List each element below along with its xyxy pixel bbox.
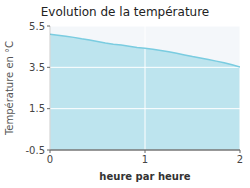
- x-tick: [50, 150, 51, 153]
- grid-line-x: [145, 26, 146, 150]
- plot-background: [50, 26, 240, 150]
- chart: -0.5 1.5 3.5 5.5 0 1 2 heure par heure Températu…: [0, 0, 250, 188]
- y-tick-label: 3.5: [29, 62, 45, 73]
- y-tick: [47, 108, 50, 109]
- y-tick-label: 1.5: [29, 103, 45, 114]
- x-tick-label: 2: [237, 154, 243, 165]
- y-axis-label: Température en °C: [4, 41, 15, 136]
- x-tick: [145, 150, 146, 153]
- y-tick: [47, 26, 50, 27]
- x-axis-label: heure par heure: [99, 171, 190, 182]
- area-line: [50, 34, 240, 67]
- y-tick: [47, 67, 50, 68]
- grid-line-x: [50, 26, 51, 150]
- y-tick-label: -0.5: [25, 145, 45, 156]
- grid-line-y: [50, 150, 240, 151]
- x-tick: [240, 150, 241, 153]
- x-tick-label: 0: [47, 154, 53, 165]
- grid-line-x: [240, 26, 241, 150]
- plot-area: [50, 26, 240, 150]
- y-tick-label: 5.5: [29, 21, 45, 32]
- title: Evolution de la température: [41, 5, 210, 19]
- y-axis: [50, 26, 51, 150]
- x-tick-label: 1: [142, 154, 148, 165]
